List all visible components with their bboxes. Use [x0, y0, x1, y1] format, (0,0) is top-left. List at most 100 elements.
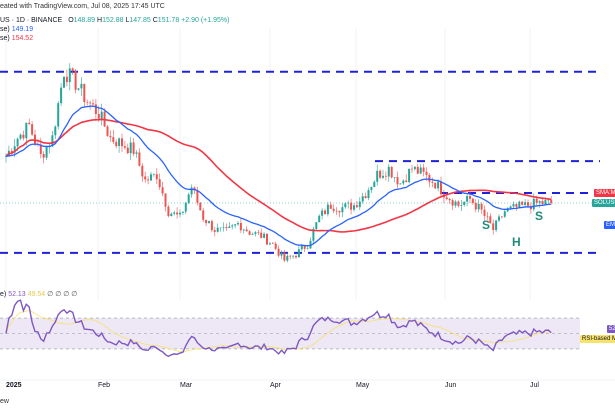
candle-body	[109, 135, 112, 138]
candle-body	[471, 198, 474, 203]
low-label: L	[125, 17, 130, 24]
candle-body	[277, 248, 280, 256]
candle-body	[315, 222, 318, 229]
candle-body	[474, 202, 477, 210]
candle-body	[280, 252, 283, 256]
candle-body	[144, 176, 147, 180]
candle-body	[500, 216, 503, 218]
close-value: 151.78	[157, 17, 180, 24]
candle-body	[74, 71, 77, 90]
candle-body	[550, 199, 553, 203]
x-tick-label: Mar	[180, 382, 193, 389]
candle-body	[399, 183, 402, 185]
rsi-legend-value: 52.13	[8, 291, 26, 298]
candle-body	[68, 68, 71, 83]
candle-body	[89, 102, 92, 104]
sma-legend: se) 154.52	[0, 35, 33, 42]
candle-body	[448, 199, 451, 201]
candle-body	[390, 166, 393, 178]
candle-body	[118, 138, 121, 147]
candle-body	[413, 166, 416, 170]
candle-body	[498, 216, 500, 221]
candle-body	[483, 209, 486, 216]
candle-body	[176, 212, 179, 215]
candle-body	[254, 232, 257, 235]
candle-body	[387, 166, 390, 177]
candle-body	[100, 111, 103, 119]
candle-body	[39, 144, 42, 155]
candle-body	[361, 196, 364, 202]
open-value: 148.89	[73, 17, 96, 24]
candle-body	[77, 88, 80, 90]
candle-body	[350, 202, 353, 210]
candle-body	[353, 205, 355, 210]
candle-body	[135, 152, 138, 154]
candle-body	[263, 233, 266, 238]
candle-body	[257, 232, 260, 233]
candle-body	[425, 171, 428, 175]
candle-body	[486, 215, 489, 217]
tradingview-credit: eated with TradingView.com, Jul 08, 2025…	[0, 3, 165, 10]
high-label: H	[97, 17, 103, 24]
rsi-ma-label: RSI-based M	[580, 335, 615, 343]
candle-body	[274, 243, 277, 249]
candle-body	[126, 147, 129, 154]
candle-body	[208, 221, 210, 224]
rsi-legend: e) 52.13 49.54 ∅ ∅ ∅ ∅	[0, 290, 77, 298]
candle-body	[54, 126, 57, 136]
candle-body	[306, 248, 309, 250]
candle-body	[65, 76, 68, 83]
candle-body	[393, 177, 396, 178]
candle-body	[521, 201, 524, 205]
x-tick-label: 2025	[6, 382, 22, 389]
candle-body	[129, 142, 132, 154]
candle-body	[22, 134, 25, 139]
candle-body	[205, 219, 208, 224]
candle-body	[190, 187, 193, 195]
candle-body	[512, 204, 515, 207]
candle-body	[364, 196, 367, 199]
candle-body	[199, 202, 202, 211]
rsi-ma-legend-value: 49.54	[27, 291, 46, 298]
candle-body	[466, 196, 469, 202]
candle-body	[367, 190, 370, 199]
candle-body	[80, 83, 83, 89]
candle-body	[242, 229, 245, 231]
candle-body	[222, 227, 225, 228]
candle-body	[251, 234, 254, 235]
candle-body	[213, 230, 216, 232]
candle-body	[57, 103, 60, 127]
candle-body	[219, 227, 222, 229]
candle-body	[239, 222, 242, 231]
candle-body	[106, 126, 109, 136]
candle-body	[492, 223, 495, 231]
open-label: O	[68, 17, 74, 24]
candle-body	[535, 198, 538, 203]
rsi-value-label: 52	[607, 325, 615, 333]
candle-body	[245, 229, 248, 232]
candle-body	[271, 243, 274, 245]
x-tick-label: Apr	[270, 382, 282, 389]
candle-body	[63, 76, 65, 88]
candle-body	[13, 146, 16, 153]
candle-body	[231, 225, 234, 227]
candle-body	[297, 249, 300, 258]
ticker: US · 1D · BINANCE	[0, 17, 63, 24]
candle-body	[440, 181, 442, 195]
candle-body	[34, 134, 36, 145]
candle-body	[524, 202, 527, 205]
candle-body	[150, 174, 152, 181]
candle-body	[332, 208, 335, 211]
candle-body	[437, 181, 440, 189]
candle-body	[92, 103, 94, 105]
candle-body	[509, 206, 512, 209]
candle-body	[527, 202, 529, 206]
change-value: +2.90 (+1.95%)	[181, 17, 230, 24]
candle-body	[503, 211, 506, 217]
candle-body	[216, 227, 219, 232]
candle-body	[547, 199, 550, 201]
candle-body	[370, 187, 373, 191]
candle-body	[434, 182, 437, 189]
candle-body	[463, 201, 466, 206]
